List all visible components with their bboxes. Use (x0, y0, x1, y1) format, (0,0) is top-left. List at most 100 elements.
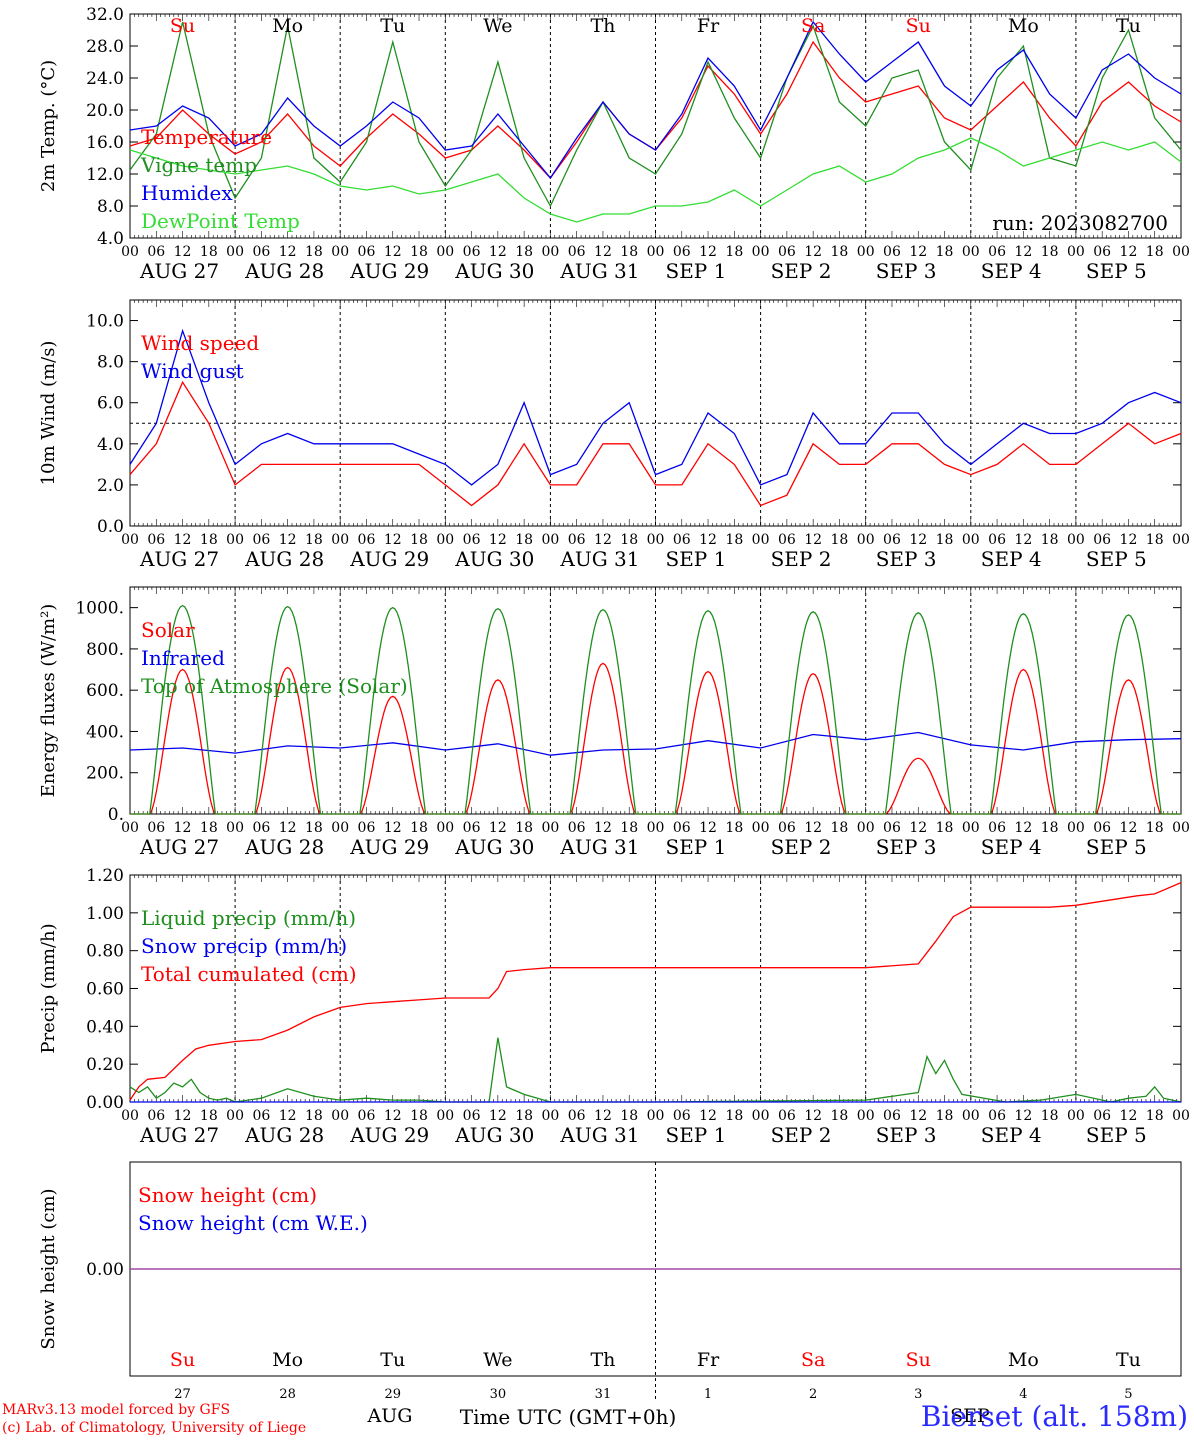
hour-label: 12 (699, 244, 717, 260)
hour-label: 12 (174, 244, 192, 260)
date-label: AUG 28 (244, 1123, 324, 1147)
hour-label: 12 (174, 532, 192, 548)
hour-label: 00 (436, 244, 454, 260)
date-label: SEP 2 (771, 547, 832, 571)
day-number-label: 4 (1019, 1387, 1027, 1402)
hour-label: 12 (804, 820, 822, 836)
y-tick-label: 0.40 (86, 1017, 124, 1037)
hour-label: 06 (883, 244, 901, 260)
hour-label: 00 (121, 820, 139, 836)
series-line-vigne-temp (129, 21, 1182, 208)
hour-label: 06 (988, 244, 1006, 260)
date-label: AUG 31 (559, 1123, 639, 1147)
day-number-label: 5 (1124, 1387, 1132, 1402)
hour-label: 18 (1041, 1108, 1059, 1124)
date-label: AUG 30 (454, 835, 534, 859)
hour-label: 12 (1120, 1108, 1138, 1124)
hour-label: 12 (594, 244, 612, 260)
hour-label: 00 (121, 532, 139, 548)
legend-entry: Snow height (cm W.E.) (138, 1211, 368, 1235)
hour-label: 00 (226, 820, 244, 836)
hour-label: 12 (1014, 820, 1032, 836)
hour-label: 12 (279, 1108, 297, 1124)
legend-entry: Snow height (cm) (138, 1183, 317, 1207)
date-label: AUG 27 (139, 1123, 219, 1147)
series-line-dewpoint-temp (129, 137, 1182, 223)
hour-label: 18 (200, 820, 218, 836)
weekday-label: Mo (1008, 1349, 1039, 1371)
date-label: SEP 3 (876, 835, 937, 859)
weekday-label: We (483, 15, 512, 37)
hour-label: 06 (463, 244, 481, 260)
hour-label: 18 (725, 820, 743, 836)
run-label: run: 2023082700 (992, 211, 1168, 235)
hour-label: 00 (1067, 820, 1085, 836)
hour-label: 06 (358, 1108, 376, 1124)
y-axis-label: 10m Wind (m/s) (38, 341, 59, 486)
hour-label: 12 (384, 820, 402, 836)
y-tick-label: 600. (86, 681, 124, 701)
weekday-label: Su (170, 15, 195, 37)
hour-label: 12 (909, 820, 927, 836)
date-label: SEP 5 (1086, 547, 1147, 571)
model-note: MARv3.13 model forced by GFS (2, 1402, 231, 1418)
hour-label: 00 (752, 244, 770, 260)
hour-label: 12 (384, 244, 402, 260)
hour-label: 06 (358, 820, 376, 836)
day-number-label: 3 (914, 1387, 922, 1402)
weekday-label: Sa (801, 15, 825, 37)
hour-label: 18 (831, 1108, 849, 1124)
hour-label: 06 (147, 1108, 165, 1124)
date-label: SEP 1 (666, 1123, 727, 1147)
hour-label: 18 (936, 532, 954, 548)
month-label: AUG (367, 1405, 413, 1427)
y-tick-label: 8.0 (97, 353, 124, 373)
hour-label: 00 (436, 820, 454, 836)
date-label: SEP 1 (666, 835, 727, 859)
hour-label: 00 (962, 820, 980, 836)
hour-label: 06 (1093, 1108, 1111, 1124)
y-tick-label: 10.0 (86, 312, 124, 332)
date-label: SEP 1 (666, 259, 727, 283)
hour-label: 12 (1014, 244, 1032, 260)
y-tick-label: 1.20 (86, 866, 124, 886)
legend-entry: DewPoint Temp (141, 209, 300, 233)
hour-label: 06 (358, 532, 376, 548)
date-label: AUG 29 (349, 547, 429, 571)
legend-entry: Wind gust (141, 359, 244, 383)
hour-label: 12 (909, 244, 927, 260)
month-label: SEP (950, 1405, 990, 1427)
hour-label: 00 (121, 244, 139, 260)
hour-label: 06 (883, 532, 901, 548)
date-label: AUG 29 (349, 259, 429, 283)
hour-label: 00 (1172, 1108, 1190, 1124)
date-label: SEP 5 (1086, 835, 1147, 859)
hour-label: 12 (594, 532, 612, 548)
hour-label: 06 (673, 532, 691, 548)
date-label: AUG 31 (559, 835, 639, 859)
hour-label: 18 (1041, 532, 1059, 548)
hour-label: 06 (252, 820, 270, 836)
date-label: AUG 30 (454, 259, 534, 283)
weekday-label: Mo (272, 15, 303, 37)
date-label: SEP 4 (981, 547, 1042, 571)
hour-label: 00 (752, 1108, 770, 1124)
hour-label: 18 (515, 1108, 533, 1124)
y-tick-label: 4.0 (97, 435, 124, 455)
y-tick-label: 200. (86, 764, 124, 784)
y-tick-label: 6.0 (97, 394, 124, 414)
weekday-label: Th (590, 1349, 615, 1371)
hour-label: 06 (463, 820, 481, 836)
y-tick-label: 12.0 (86, 165, 124, 185)
hour-label: 12 (1120, 244, 1138, 260)
hour-label: 06 (1093, 532, 1111, 548)
weekday-label: Mo (272, 1349, 303, 1371)
hour-label: 12 (384, 1108, 402, 1124)
y-tick-label: 0.0 (97, 517, 124, 537)
hour-label: 12 (174, 1108, 192, 1124)
weekday-label: Su (906, 15, 931, 37)
hour-label: 00 (752, 820, 770, 836)
date-label: SEP 4 (981, 835, 1042, 859)
hour-label: 00 (1067, 1108, 1085, 1124)
panel-energy (129, 586, 1182, 815)
